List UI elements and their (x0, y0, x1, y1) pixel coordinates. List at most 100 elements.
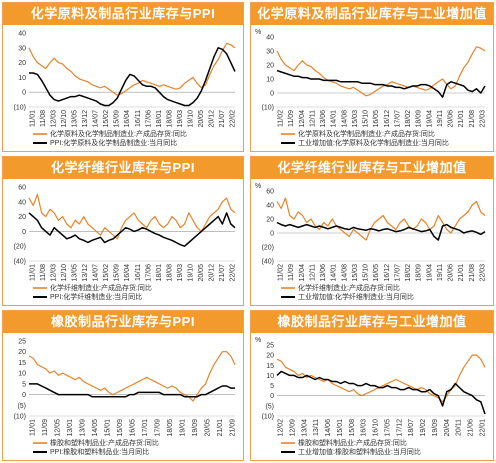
x-tick-label: 13/06 (320, 264, 327, 282)
x-tick-label: 11/09 (288, 264, 295, 281)
x-tick-label: 18/01 (156, 110, 163, 128)
x-tick-label: 22/03 (480, 110, 487, 128)
y-tick-label: 10 (18, 371, 26, 378)
x-tick-label: 11/01 (30, 110, 37, 127)
x-tick-label: 13/09 (80, 419, 87, 437)
x-tick-label: 21/06 (468, 419, 475, 437)
y-tick-label: 10 (18, 75, 26, 82)
unit-label: % (255, 29, 261, 36)
chart: 25 20 15 10 5 0 (5) (10) 11/01 11/09 12/05 13/01 13/… (14, 339, 237, 457)
y-tick-label: 20 (266, 217, 274, 224)
x-tick-label: 14/08 (341, 110, 348, 128)
y-tick-label: 15 (18, 360, 26, 367)
x-tick-label: 11/09 (288, 110, 295, 127)
legend-label: 化学原料及化学制品制造业:产成品存货:同比 (298, 129, 435, 138)
y-tick-label: (10) (262, 414, 274, 421)
x-tick-label: 15/09 (114, 110, 121, 128)
legend-label: 橡胶和塑料制品业:产成品存货:同比 (50, 438, 159, 447)
x-tick-label: 15/10 (363, 110, 370, 128)
x-tick-label: 15/09 (117, 419, 124, 437)
x-tick-label: 18/08 (166, 264, 173, 282)
panel-title: 化学纤维行业库存与PPI (3, 157, 243, 179)
x-tick-label: 20/05 (198, 264, 205, 282)
x-tick-label: 15/01 (105, 419, 112, 437)
series-line (28, 212, 236, 247)
x-tick-label: 17/06 (145, 110, 152, 128)
x-tick-label: 19/04 (426, 110, 433, 128)
x-tick-label: 16/05 (130, 419, 137, 437)
panel-title: 化学原料及制品行业库存与工业增加值 (251, 3, 493, 25)
y-tick-label: (10) (262, 105, 274, 112)
chart: 60 40 20 0 (20) (40) 11/01 11/08 12/03 12/10 13/05… (14, 185, 237, 302)
x-tick-label: 16/04 (124, 264, 131, 282)
x-tick-label: 22/03 (480, 264, 487, 282)
x-tick-label: 20/06 (448, 264, 455, 282)
x-tick-label: 21/07 (219, 110, 226, 128)
series-line (276, 197, 486, 241)
x-tick-label: 21/01 (458, 110, 465, 128)
y-tick-label: 0 (22, 229, 26, 236)
legend-label: PPI:化学纤维制造业:当月同比 (50, 292, 142, 301)
y-tick-label: 30 (266, 49, 274, 56)
x-tick-label: 11/09 (42, 419, 49, 436)
x-tick-label: 20/05 (198, 110, 205, 128)
x-tick-label: 19/04 (426, 264, 433, 282)
panel-fiber-ppi: 化学纤维行业库存与PPI 60 40 20 0 (20) (40) 11/01 11/08 12… (2, 156, 244, 306)
x-tick-label: 21/08 (469, 264, 476, 282)
series-line (29, 47, 236, 107)
x-tick-label: 12/10 (61, 264, 68, 282)
series-line (29, 383, 235, 398)
x-tick-label: 14/07 (93, 110, 100, 128)
x-tick-label: 16/03 (361, 419, 368, 437)
y-tick-label: 5 (270, 383, 274, 390)
x-tick-label: 20/04 (444, 419, 451, 437)
x-tick-label: 12/03 (51, 264, 58, 282)
x-tick-label: 13/01 (67, 419, 74, 437)
x-tick-label: 17/07 (394, 110, 401, 128)
legend-label: 橡胶和塑料制品业:产成品存货:同比 (298, 438, 407, 447)
y-tick-label: 0 (270, 91, 274, 98)
chart: % 60 40 20 0 (20) (40) 11/02 11/09 12/04 12/11 13/0… (255, 183, 487, 301)
x-tick-label: 15/09 (114, 264, 121, 282)
x-tick-label: 16/12 (384, 264, 391, 282)
x-tick-label: 22/01 (480, 419, 487, 437)
x-tick-label: 11/08 (40, 264, 47, 281)
y-tick-label: 20 (18, 349, 26, 356)
x-tick-label: 15/01 (337, 419, 344, 437)
x-tick-label: 14/07 (93, 264, 100, 282)
y-tick-label: 20 (18, 60, 26, 67)
x-tick-label: 18/09 (416, 110, 423, 128)
x-tick-label: 13/11 (313, 419, 320, 436)
x-tick-label: 12/11 (309, 264, 316, 281)
y-tick-label: 40 (266, 35, 274, 42)
x-tick-label: 12/11 (309, 110, 316, 127)
y-tick-label: (5) (265, 403, 274, 410)
series-line (28, 351, 236, 402)
x-tick-label: 11/01 (30, 419, 37, 436)
y-tick-label: 15 (266, 363, 274, 370)
y-tick-label: 5 (22, 381, 26, 388)
x-tick-label: 16/05 (373, 110, 380, 128)
legend-label: 化学纤维制造业:产成品存货:同比 (50, 283, 152, 292)
y-tick-label: 20 (266, 63, 274, 70)
x-tick-label: 20/11 (456, 419, 463, 436)
y-tick-label: 30 (18, 45, 26, 52)
x-tick-label: 13/12 (82, 264, 89, 282)
panel-rubber-ppi: 橡胶制品行业库存与PPI 25 20 15 10 5 0 (5) (10) 11/01 11/09… (2, 310, 244, 461)
series-line (276, 69, 486, 98)
x-tick-label: 13/05 (72, 264, 79, 282)
x-tick-label: 22/02 (230, 264, 237, 282)
x-tick-label: 12/09 (289, 419, 296, 437)
x-tick-label: 15/03 (352, 264, 359, 282)
x-tick-label: 15/02 (103, 110, 110, 128)
x-tick-label: 22/02 (230, 110, 237, 128)
panel-title: 橡胶制品行业库存与工业增加值 (251, 311, 493, 333)
y-tick-label: 40 (18, 31, 26, 38)
x-tick-label: 12/10 (61, 110, 68, 128)
y-tick-label: 25 (18, 339, 26, 346)
y-tick-label: 60 (18, 185, 26, 192)
x-tick-label: 12/04 (299, 110, 306, 128)
x-tick-label: 11/02 (278, 110, 285, 127)
y-tick-label: 20 (18, 214, 26, 221)
x-tick-label: 14/05 (92, 419, 99, 437)
